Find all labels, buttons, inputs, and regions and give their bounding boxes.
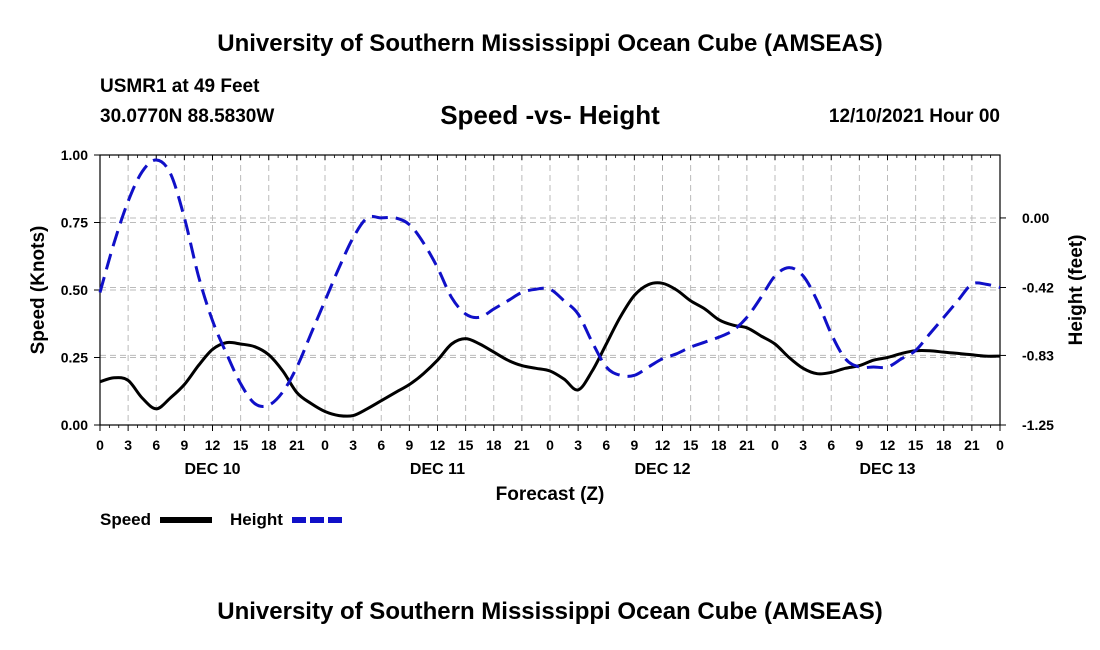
x-tick-label: 21 [964,437,980,453]
x-tick-label: 15 [683,437,699,453]
x-tick-label: 21 [739,437,755,453]
speed-series-line [99,281,1001,418]
x-tick-label: 6 [152,437,160,453]
legend-label-height: Height [230,510,283,529]
x-tick-label: 0 [996,437,1004,453]
x-tick-label: 9 [180,437,188,453]
y-tick-label: 0.75 [61,215,88,231]
x-tick-label: 3 [574,437,582,453]
x-tick-label: 9 [855,437,863,453]
x-tick-label: 12 [655,437,671,453]
forecast-datetime: 12/10/2021 Hour 00 [828,106,1000,127]
x-tick-label: 6 [377,437,385,453]
x-tick-label: 9 [630,437,638,453]
x-tick-label: 12 [880,437,896,453]
footer-title: University of Southern Mississippi Ocean… [217,598,883,625]
y2-tick-label: -1.25 [1022,417,1054,433]
x-tick-label: 9 [405,437,413,453]
x-axis-label: Forecast (Z) [496,484,605,505]
x-tick-label: 12 [205,437,221,453]
y2-axis-label: Height (feet) [1066,235,1087,346]
x-tick-label: 6 [602,437,610,453]
legend-label-speed: Speed [100,510,151,529]
chart-subtitle: Speed -vs- Height [440,100,660,130]
x-tick-label: 3 [349,437,357,453]
chart-title: University of Southern Mississippi Ocean… [217,30,883,57]
day-label: DEC 10 [184,461,240,478]
y2-tick-label: -0.83 [1022,347,1054,363]
y2-tick-label: 0.00 [1022,210,1049,226]
y-tick-label: 1.00 [61,147,88,163]
x-tick-label: 0 [771,437,779,453]
day-label: DEC 11 [410,461,465,478]
x-tick-label: 18 [486,437,502,453]
y-tick-label: 0.50 [61,282,88,298]
x-tick-label: 15 [908,437,924,453]
x-tick-label: 0 [96,437,104,453]
y-axis-label: Speed (Knots) [28,226,49,355]
x-tick-label: 3 [124,437,132,453]
x-tick-label: 18 [936,437,952,453]
x-tick-label: 15 [458,437,474,453]
x-tick-label: 0 [321,437,329,453]
x-tick-label: 18 [711,437,727,453]
y-tick-label: 0.25 [61,350,88,366]
x-tick-label: 0 [546,437,554,453]
x-tick-label: 15 [233,437,249,453]
coordinates-label: 30.0770N 88.5830W [100,106,275,127]
x-tick-label: 21 [289,437,305,453]
y2-tick-label: -0.42 [1022,280,1054,296]
x-tick-label: 3 [799,437,807,453]
y-tick-label: 0.00 [61,417,88,433]
x-tick-label: 6 [827,437,835,453]
day-label: DEC 12 [634,461,690,478]
x-tick-label: 12 [430,437,446,453]
day-label: DEC 13 [859,461,915,478]
x-tick-label: 21 [514,437,530,453]
height-series-line [98,158,1001,408]
x-tick-label: 18 [261,437,277,453]
station-label: USMR1 at 49 Feet [100,76,260,97]
